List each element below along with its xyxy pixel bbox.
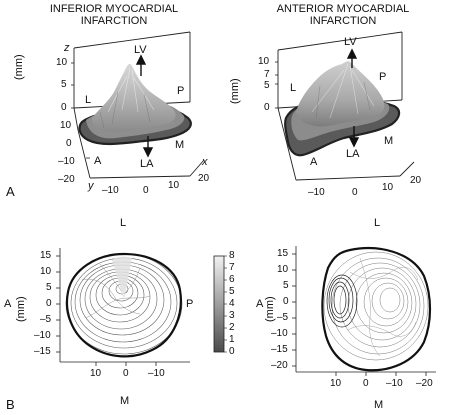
panel-label-b: B — [6, 397, 15, 412]
inferior-x-tick-0: 0 — [143, 185, 149, 196]
inferior-arrows — [135, 54, 154, 158]
anterior-peak-surface — [296, 61, 385, 127]
inferior-peak-surface — [92, 63, 176, 133]
inferior-contour-map — [56, 248, 190, 366]
title-anterior-line1: ANTERIOR MYOCARDIAL — [276, 3, 410, 15]
contour-left-y-m5: –5 — [40, 314, 52, 325]
contour-right-y-m5: –5 — [277, 312, 289, 323]
contour-right-unit: (mm) — [264, 296, 276, 322]
anterior-x-tick-20: 20 — [410, 175, 422, 186]
contour-left-x-10: 10 — [90, 368, 102, 379]
anterior-label-LV: LV — [344, 36, 357, 48]
contour-right-x-10: 10 — [330, 378, 342, 389]
contour-left-x-0: 0 — [123, 368, 129, 379]
colorbar-tick-1: 1 — [229, 334, 235, 345]
anterior-z-tick-0: 0 — [264, 102, 270, 113]
contour-left-y-5: 5 — [46, 282, 52, 293]
contour-left-y-0: 0 — [46, 298, 52, 309]
title-inferior-line1: INFERIOR MYOCARDIAL — [49, 3, 179, 15]
inferior-label-P: P — [177, 85, 185, 97]
inferior-label-M: M — [175, 139, 185, 151]
contour-left-A: A — [4, 298, 12, 310]
anterior-label-A: A — [310, 156, 318, 168]
anterior-contour-map — [292, 246, 436, 376]
inferior-z-tick-0: 0 — [61, 102, 67, 113]
title-anterior-line2: INFARCTION — [309, 15, 377, 27]
inferior-label-A: A — [94, 155, 102, 167]
contour-right-x-m20: –20 — [416, 378, 433, 389]
inferior-y-tick-m20: –20 — [58, 174, 75, 185]
inferior-axis-z: z — [64, 42, 70, 54]
contour-right-y-10: 10 — [277, 264, 289, 275]
contour-right-y-m15: –15 — [271, 344, 288, 355]
anterior-arrows — [346, 48, 360, 148]
inferior-z-tick-10: 10 — [56, 57, 68, 68]
contour-right-x-0: 0 — [363, 378, 369, 389]
inferior-axis-y: y — [88, 180, 94, 192]
colorbar-tick-8: 8 — [229, 250, 235, 261]
contour-right-x-m10: –10 — [386, 378, 403, 389]
contour-left-y-m15: –15 — [34, 346, 51, 357]
contour-right-A: A — [256, 298, 264, 310]
anterior-boundary — [321, 246, 432, 372]
anterior-label-M: M — [384, 135, 394, 147]
inferior-x-tick-20: 20 — [198, 173, 210, 184]
colorbar-tick-4: 4 — [229, 298, 235, 309]
inferior-label-L: L — [85, 94, 92, 106]
contour-left-P: P — [186, 298, 194, 310]
inferior-y-tick-m10: –10 — [58, 156, 75, 167]
contour-left-top-L: L — [120, 217, 127, 229]
contour-left-y-15: 15 — [40, 250, 52, 261]
title-anterior: ANTERIOR MYOCARDIAL INFARCTION — [268, 3, 418, 27]
anterior-z-tick-5: 5 — [264, 80, 270, 91]
colorbar-tick-7: 7 — [229, 262, 235, 273]
contour-left-x-m10: –10 — [148, 368, 165, 379]
anterior-unit: (mm) — [229, 78, 241, 104]
anterior-x-tick-10: 10 — [382, 182, 394, 193]
anterior-z-tick-7: 7 — [264, 69, 270, 80]
contour-right-y-m20: –20 — [271, 360, 288, 371]
inferior-x-tick-10: 10 — [168, 180, 180, 191]
inferior-label-LV: LV — [134, 44, 147, 56]
contour-left-y-m10: –10 — [34, 330, 51, 341]
inferior-unit: (mm) — [13, 54, 25, 80]
contour-right-top-L: L — [374, 217, 381, 229]
anterior-x-tick-m10: –10 — [308, 187, 325, 198]
colorbar-tick-5: 5 — [229, 286, 235, 297]
contour-right-bottom-M: M — [374, 399, 384, 411]
inferior-y-tick-10: 10 — [60, 120, 72, 131]
anterior-label-LA: LA — [346, 148, 360, 160]
inferior-y-tick-0: 0 — [66, 138, 72, 149]
inferior-boundary — [65, 252, 182, 358]
title-inferior-line2: INFARCTION — [80, 15, 148, 27]
colorbar-tick-2: 2 — [229, 322, 235, 333]
anterior-x-tick-0: 0 — [352, 187, 358, 198]
anterior-label-P: P — [379, 71, 387, 83]
inferior-x-tick-m10: –10 — [102, 185, 119, 196]
title-inferior: INFERIOR MYOCARDIAL INFARCTION — [44, 3, 184, 27]
colorbar-tick-0: 0 — [229, 346, 235, 357]
contour-right-y-5: 5 — [283, 280, 289, 291]
contour-left-bottom-M: M — [120, 395, 130, 407]
inferior-z-tick-5: 5 — [61, 79, 67, 90]
colorbar-tick-6: 6 — [229, 274, 235, 285]
colorbar — [213, 255, 227, 353]
colorbar-tick-3: 3 — [229, 310, 235, 321]
anterior-z-tick-10: 10 — [258, 56, 270, 67]
inferior-axis-x: x — [202, 156, 208, 168]
inferior-label-LA: LA — [140, 158, 154, 170]
contour-right-y-15: 15 — [277, 248, 289, 259]
contour-right-y-m10: –10 — [271, 328, 288, 339]
anterior-label-L: L — [290, 82, 297, 94]
panel-label-a: A — [6, 184, 15, 199]
contour-left-y-10: 10 — [40, 266, 52, 277]
contour-right-y-0: 0 — [283, 296, 289, 307]
contour-left-unit: (mm) — [15, 296, 27, 322]
